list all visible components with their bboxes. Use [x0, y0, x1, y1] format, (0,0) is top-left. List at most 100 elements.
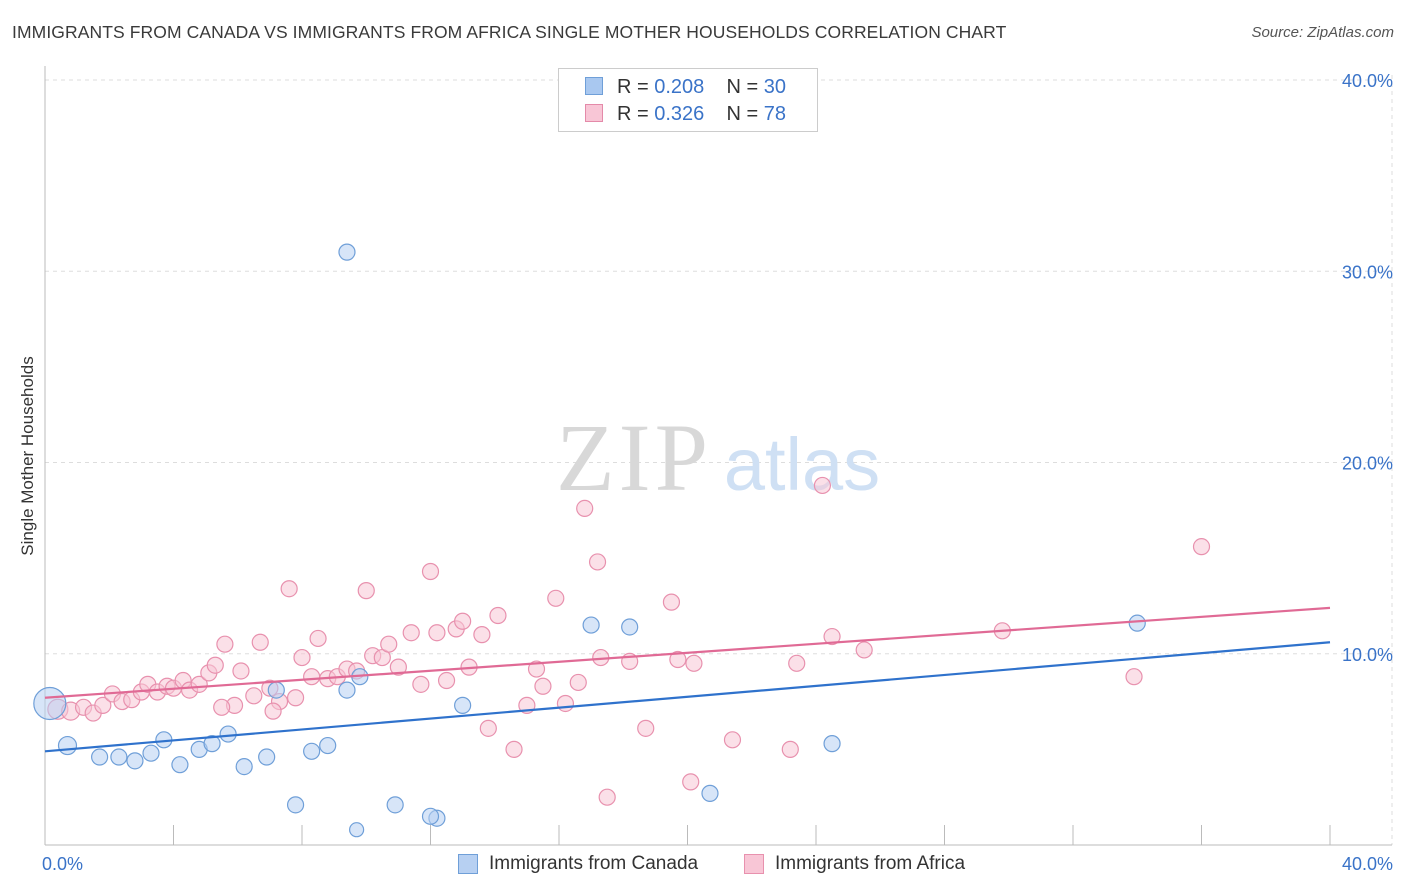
africa-point: [412, 675, 430, 693]
africa-point: [389, 658, 407, 676]
africa-point: [781, 740, 799, 758]
canada-point: [621, 618, 639, 636]
africa-point: [437, 671, 456, 690]
y-tick-label: 20.0%: [1342, 454, 1393, 474]
canada-point: [1128, 614, 1146, 632]
africa-point: [286, 689, 305, 707]
x-tick-label-max: 40.0%: [1342, 854, 1393, 874]
africa-point: [685, 654, 703, 672]
canada-point: [110, 748, 128, 766]
africa-point: [216, 635, 234, 653]
canada-point: [142, 744, 160, 762]
africa-point: [855, 641, 873, 659]
africa-point: [428, 624, 446, 642]
africa-point: [823, 627, 841, 646]
canada-point: [303, 742, 321, 760]
africa-point: [206, 656, 224, 674]
canada-point: [823, 735, 841, 753]
africa-point: [251, 633, 269, 651]
africa-point: [534, 677, 552, 695]
stats-n-value: 78: [763, 103, 787, 125]
stats-r-value: 0.208: [654, 76, 705, 98]
africa-point: [682, 773, 700, 791]
africa-point: [280, 580, 298, 598]
canada-point: [319, 736, 337, 755]
y-tick-label: 10.0%: [1342, 645, 1393, 665]
africa-point: [309, 629, 327, 648]
y-tick-label: 30.0%: [1342, 262, 1393, 282]
africa-point: [547, 589, 565, 607]
africa-trend-line: [44, 606, 1331, 699]
africa-point: [569, 673, 587, 692]
canada-point: [126, 752, 144, 770]
canada-point: [421, 807, 440, 825]
africa-point: [788, 654, 806, 672]
canada-point: [267, 681, 285, 699]
legend-label-canada: Immigrants from Canada: [489, 853, 699, 874]
africa-point: [232, 662, 250, 680]
africa-point: [264, 702, 282, 720]
africa-point: [303, 668, 321, 686]
africa-point: [245, 687, 263, 705]
tick-labels: 10.0% 20.0% 30.0% 40.0% 0.0% 40.0%: [42, 71, 1393, 874]
stats-swatch-africa: [585, 104, 603, 122]
africa-point: [813, 476, 832, 495]
stats-n-label: N =: [726, 103, 764, 125]
chart-title: IMMIGRANTS FROM CANADA VS IMMIGRANTS FRO…: [12, 22, 1007, 42]
canada-trend-line: [44, 641, 1331, 753]
canada-point: [235, 757, 253, 776]
stats-r-label: R =: [617, 76, 655, 98]
trend-lines: [44, 606, 1331, 753]
canada-point: [701, 784, 719, 802]
stats-swatch-canada: [585, 77, 603, 95]
x-tick-label-min: 0.0%: [42, 854, 83, 874]
africa-point: [357, 582, 375, 600]
canada-point: [258, 748, 276, 766]
canada-point: [57, 735, 78, 756]
africa-point: [190, 675, 208, 693]
legend-swatch-africa: [744, 854, 764, 874]
africa-point: [556, 694, 575, 713]
africa-point: [293, 648, 311, 667]
canada-point: [349, 822, 365, 838]
canada-point: [338, 243, 356, 261]
africa-point: [723, 731, 742, 749]
africa-point: [598, 788, 616, 806]
africa-point: [213, 698, 231, 716]
series-legend: Immigrants from Canada Immigrants from A…: [0, 852, 1406, 876]
stats-legend: R = 0.208 N = 30 R = 0.326 N = 78: [558, 68, 818, 132]
canada-point: [203, 735, 221, 753]
africa-point: [479, 719, 497, 737]
africa-point: [637, 719, 655, 737]
africa-point: [489, 606, 507, 625]
africa-point: [1192, 538, 1211, 556]
stats-n-value: 30: [763, 76, 787, 98]
africa-point: [662, 593, 681, 611]
legend-label-africa: Immigrants from Africa: [775, 853, 966, 874]
africa-point: [454, 612, 472, 630]
africa-point: [1125, 668, 1143, 686]
africa-point: [94, 696, 112, 714]
grid-lines: [45, 75, 1393, 845]
africa-point: [527, 660, 546, 678]
canada-point: [91, 748, 109, 766]
series-africa-points: [47, 476, 1211, 806]
canada-point: [33, 686, 67, 721]
africa-point: [402, 624, 420, 642]
stats-r-label: R =: [617, 103, 655, 125]
africa-point: [588, 553, 607, 571]
axes: [44, 66, 1392, 846]
legend-swatch-canada: [458, 854, 478, 874]
africa-point: [669, 650, 687, 669]
watermark-atlas: atlas: [724, 423, 880, 506]
canada-point: [286, 796, 305, 814]
canada-point: [338, 681, 356, 699]
canada-point: [454, 696, 472, 714]
canada-point: [386, 796, 404, 814]
y-tick-label: 40.0%: [1342, 71, 1393, 91]
africa-point: [380, 635, 398, 653]
canada-point: [582, 616, 600, 634]
africa-point: [505, 740, 523, 758]
series-canada-points: [33, 243, 1146, 838]
